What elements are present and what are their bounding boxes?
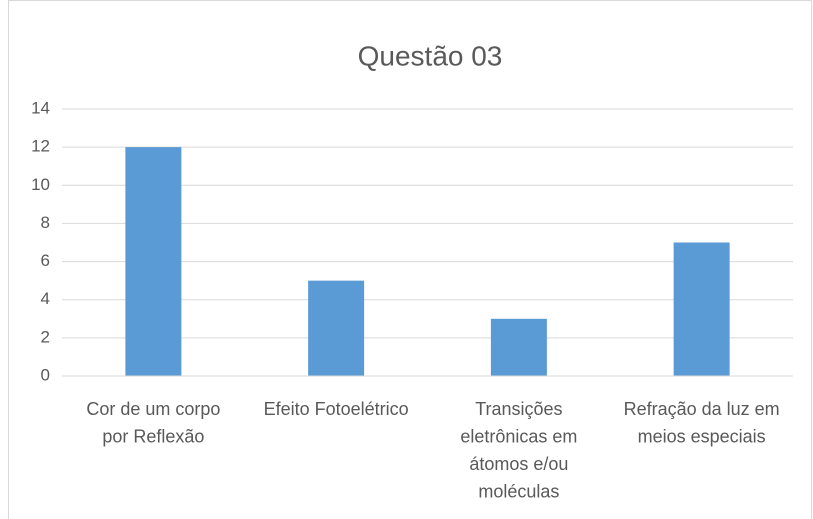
x-tick-label: Cor de um corpo por Reflexão [86, 399, 220, 447]
y-tick-label: 10 [31, 175, 50, 194]
x-tick-label: Transições eletrônicas em átomos e/ou moléc… [460, 399, 577, 502]
x-tick-label: Efeito Fotoelétrico [264, 399, 409, 419]
bar [125, 147, 182, 376]
y-tick-label: 12 [31, 137, 50, 156]
y-tick-label: 0 [41, 365, 50, 384]
chart-title: Questão 03 [358, 40, 503, 71]
chart-border [8, 0, 812, 519]
y-tick-label: 4 [41, 289, 50, 308]
bar [308, 280, 365, 376]
bar [490, 318, 547, 376]
bar [673, 242, 730, 376]
y-tick-label: 14 [31, 98, 50, 117]
y-tick-label: 2 [41, 327, 50, 346]
y-tick-label: 8 [41, 213, 50, 232]
y-tick-label: 6 [41, 251, 50, 270]
x-tick-label: Refração da luz em meios especiais [624, 399, 780, 447]
